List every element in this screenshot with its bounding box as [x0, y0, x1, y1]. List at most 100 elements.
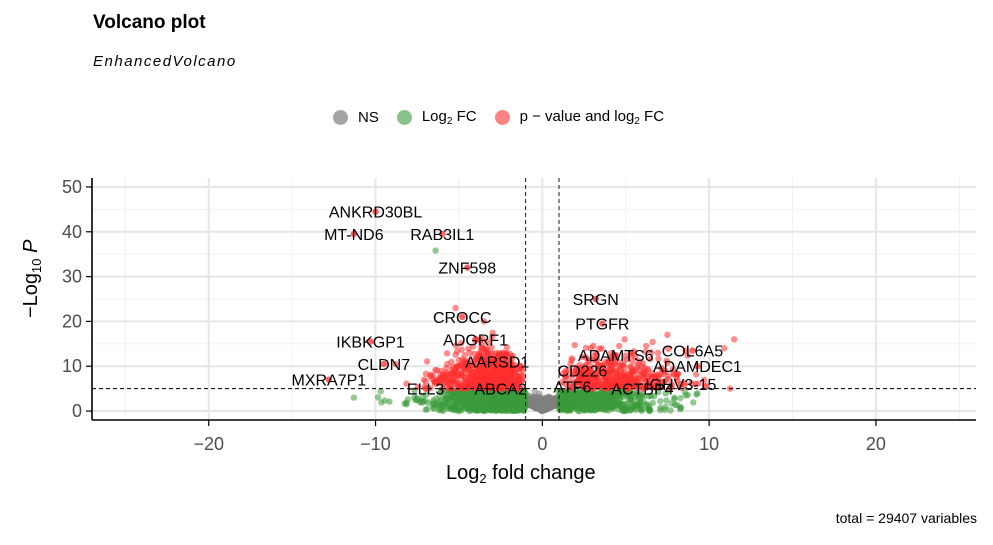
point-significant — [454, 348, 461, 355]
point-significant — [654, 381, 661, 388]
point-fc — [475, 399, 482, 406]
point-significant — [664, 375, 672, 383]
point-label: COL6A5 — [662, 344, 723, 361]
x-axis-label-suffix: fold change — [486, 462, 596, 484]
point-fc — [671, 401, 679, 409]
point-significant — [682, 347, 689, 354]
point-significant — [472, 364, 480, 372]
legend-dot-log2fc-icon — [396, 109, 412, 125]
point-significant — [664, 331, 671, 339]
x-axis-label-sub: 2 — [479, 471, 487, 486]
x-tick-label: −10 — [360, 434, 391, 454]
point-significant — [626, 363, 634, 371]
labeled-point — [694, 363, 701, 370]
point-fc — [662, 403, 669, 410]
legend-label-pvalue-sub: 2 — [634, 115, 640, 127]
point-significant — [481, 355, 489, 363]
y-axis-label: −Log10 P — [20, 240, 44, 318]
point-significant — [620, 383, 628, 390]
point-significant — [503, 344, 511, 351]
point-significant — [492, 376, 499, 384]
point-fc — [594, 399, 601, 406]
point-significant — [507, 360, 515, 368]
point-significant — [478, 344, 485, 351]
y-tick-label: 0 — [72, 401, 82, 421]
point-fc — [490, 403, 498, 410]
point-significant — [561, 380, 568, 387]
x-tick-label: 0 — [537, 434, 547, 454]
point-significant — [611, 359, 619, 367]
point-fc — [594, 390, 601, 397]
point-fc — [485, 398, 492, 405]
point-significant — [485, 338, 493, 346]
point-significant — [467, 379, 474, 386]
point-fc — [465, 394, 473, 402]
point-significant — [654, 349, 662, 357]
point-significant — [443, 365, 450, 372]
legend-label-log2fc-suffix: FC — [452, 107, 477, 125]
point-significant — [452, 342, 460, 349]
y-axis-label-sub: 10 — [29, 258, 44, 273]
point-fc — [677, 395, 684, 402]
point-significant — [642, 371, 650, 379]
point-significant — [655, 355, 662, 362]
point-fc — [484, 391, 491, 399]
labeled-point — [497, 385, 504, 392]
point-fc — [600, 401, 607, 409]
point-significant — [616, 342, 623, 350]
point-significant — [701, 376, 708, 384]
point-fc — [403, 399, 410, 406]
point-label: ADAMDEC1 — [653, 359, 742, 376]
point-significant — [452, 304, 459, 312]
point-fc — [676, 405, 684, 413]
point-significant — [447, 384, 454, 392]
point-significant — [452, 365, 460, 373]
point-fc — [461, 404, 468, 412]
point-significant — [449, 374, 457, 381]
y-axis-label-suffix: P — [20, 239, 42, 259]
point-significant — [487, 384, 494, 391]
point-significant — [466, 349, 473, 357]
point-fc — [432, 247, 439, 254]
point-fc — [437, 397, 444, 404]
point-fc — [411, 394, 418, 401]
labeled-point — [367, 338, 374, 345]
point-fc — [657, 397, 664, 405]
point-significant — [506, 350, 514, 358]
point-significant — [448, 358, 455, 366]
point-significant — [648, 349, 655, 356]
point-fc — [568, 405, 575, 412]
point-significant — [516, 377, 523, 385]
point-label: SRGN — [573, 292, 619, 309]
point-fc — [641, 393, 648, 400]
point-significant — [627, 350, 635, 357]
point-significant — [608, 374, 616, 381]
point-label: ADAMTS6 — [578, 348, 654, 365]
point-fc — [444, 398, 452, 406]
point-layer — [350, 247, 738, 415]
point-label: ADGRF1 — [443, 332, 508, 349]
point-fc — [595, 404, 602, 412]
point-significant — [427, 371, 434, 379]
point-fc — [350, 394, 358, 401]
point-fc — [560, 394, 567, 402]
point-fc — [609, 399, 617, 407]
point-significant — [596, 345, 603, 352]
x-axis-label: Log2 fold change — [446, 462, 596, 486]
labeled-point — [579, 367, 586, 374]
legend-item-pvalue-log2fc: p − value and log2 FC — [494, 108, 664, 127]
point-fc — [518, 397, 526, 404]
point-significant — [572, 378, 579, 386]
point-significant — [657, 371, 665, 378]
point-fc — [513, 396, 521, 404]
point-significant — [572, 369, 579, 376]
point-fc — [646, 407, 654, 414]
point-significant — [674, 370, 682, 378]
point-fc — [557, 402, 565, 410]
point-significant — [664, 359, 671, 366]
point-significant — [623, 378, 630, 385]
point-label: RAB3IL1 — [410, 227, 474, 244]
point-significant — [517, 365, 524, 373]
point-fc — [453, 406, 460, 414]
